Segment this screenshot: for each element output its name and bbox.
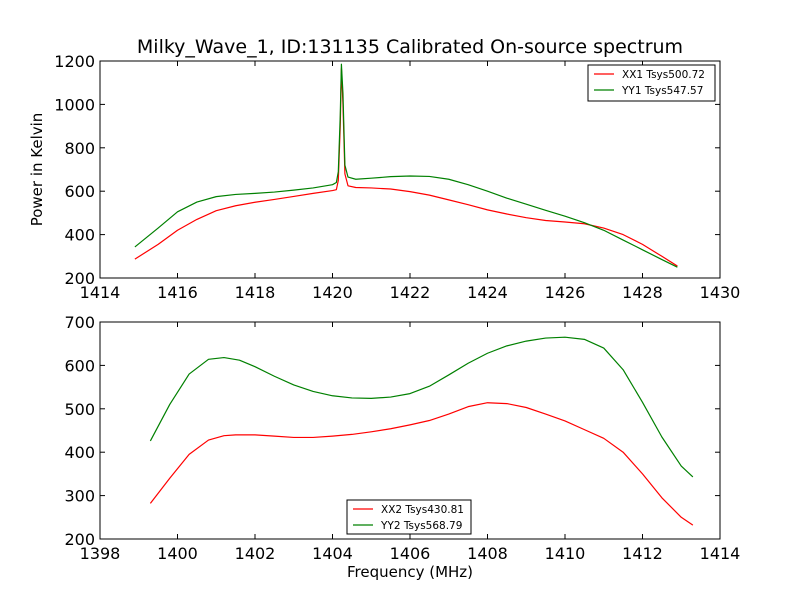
y-tick-label: 700 [64, 313, 95, 332]
x-tick-label: 1414 [700, 544, 741, 563]
y-tick-label: 1000 [54, 95, 95, 114]
x-tick-label: 1420 [312, 283, 353, 302]
x-tick-label: 1408 [467, 544, 508, 563]
x-tick-label: 1428 [622, 283, 663, 302]
y-tick-label: 200 [64, 530, 95, 549]
series-line-yy2 [149, 336, 694, 478]
y-tick-label: 800 [64, 139, 95, 158]
bottom-subplot: 1398 1400 1402 1404 1406 1408 1410 1412 1414 200 3… [64, 313, 740, 581]
legend-entry-label: XX2 Tsys430.81 [381, 504, 464, 516]
legend-box [587, 64, 716, 102]
legend: XX1 Tsys500.72 YY1 Tsys547.57 [587, 64, 716, 102]
x-tick-label: 1412 [622, 544, 663, 563]
top-subplot: 1414 1416 1418 1420 1422 1424 1426 1428 1430 200 4… [28, 52, 740, 302]
y-axis-label: Power in Kelvin [28, 113, 46, 227]
y-tick-label: 600 [64, 182, 95, 201]
y-tick-label: 500 [64, 400, 95, 419]
x-tick-label: 1402 [235, 544, 276, 563]
x-tick-label: 1424 [467, 283, 508, 302]
x-tick-label: 1422 [390, 283, 431, 302]
series-line-xx2 [149, 402, 694, 526]
y-tick-label: 1200 [54, 52, 95, 71]
x-tick-label: 1400 [157, 544, 198, 563]
y-tick-label: 200 [64, 269, 95, 288]
x-tick-label: 1418 [235, 283, 276, 302]
legend: XX2 Tsys430.81 YY2 Tsys568.79 [346, 499, 472, 535]
x-axis-label: Frequency (MHz) [347, 563, 473, 581]
series-line-xx1 [134, 67, 678, 267]
y-tick-label: 300 [64, 487, 95, 506]
y-tick-label: 600 [64, 356, 95, 375]
x-tick-label: 1426 [545, 283, 586, 302]
legend-entry-label: XX1 Tsys500.72 [622, 69, 705, 81]
x-tick-label: 1406 [390, 544, 431, 563]
y-tick-label: 400 [64, 443, 95, 462]
legend-entry-label: YY2 Tsys568.79 [380, 520, 462, 532]
legend-entry-label: YY1 Tsys547.57 [621, 85, 703, 97]
series-line-yy1 [134, 63, 678, 268]
x-tick-label: 1410 [545, 544, 586, 563]
x-tick-label: 1398 [80, 544, 121, 563]
x-tick-label: 1404 [312, 544, 353, 563]
x-tick-label: 1430 [700, 283, 741, 302]
legend-box [346, 499, 472, 535]
x-tick-label: 1414 [80, 283, 121, 302]
chart-title: Milky_Wave_1, ID:131135 Calibrated On-so… [137, 36, 683, 58]
y-tick-label: 400 [64, 226, 95, 245]
x-tick-label: 1416 [157, 283, 198, 302]
